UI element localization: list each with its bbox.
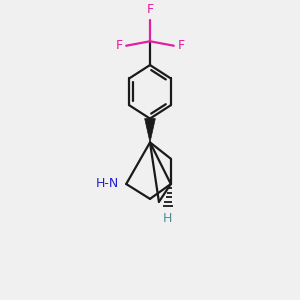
Text: F: F xyxy=(116,39,123,52)
Text: F: F xyxy=(177,39,184,52)
Text: H-N: H-N xyxy=(95,177,119,190)
Text: H: H xyxy=(163,212,172,225)
Text: F: F xyxy=(146,3,154,16)
Polygon shape xyxy=(145,118,155,142)
